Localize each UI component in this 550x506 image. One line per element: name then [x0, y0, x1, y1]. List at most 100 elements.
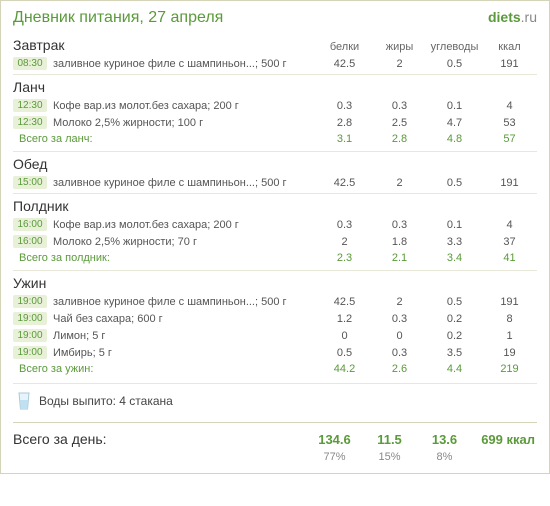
page-title: Дневник питания, 27 апреля [13, 9, 223, 27]
value-c: 0.1 [427, 219, 482, 231]
meal-block: Ужин 19:00 заливное куриное филе с шампинь… [13, 270, 537, 379]
food-row: 12:30 Кофе вар.из молот.без сахара; 200 г… [13, 97, 537, 114]
value-c: 0.1 [427, 100, 482, 112]
meal-subtotal: Всего за ланч:3.12.84.857 [13, 131, 537, 149]
time-badge: 19:00 [13, 329, 47, 342]
value-p: 2.8 [317, 117, 372, 129]
value-f: 0 [372, 330, 427, 342]
header: Дневник питания, 27 апреля diets.ru [13, 9, 537, 27]
food-row: 16:00 Кофе вар.из молот.без сахара; 200 г… [13, 216, 537, 233]
food-row: 19:00 заливное куриное филе с шампиньон..… [13, 293, 537, 310]
subtotal-f: 2.8 [372, 133, 427, 145]
food-name[interactable]: Кофе вар.из молот.без сахара; 200 г [53, 100, 317, 112]
subtotal-label: Всего за ланч: [13, 133, 317, 145]
subtotal-label: Всего за полдник: [13, 252, 317, 264]
subtotal-p: 2.3 [317, 252, 372, 264]
food-name[interactable]: Чай без сахара; 600 г [53, 313, 317, 325]
subtotal-k: 57 [482, 133, 537, 145]
time-badge: 19:00 [13, 346, 47, 359]
time-badge: 16:00 [13, 218, 47, 231]
value-p: 0 [317, 330, 372, 342]
food-name[interactable]: Молоко 2,5% жирности; 70 г [53, 236, 317, 248]
site-logo[interactable]: diets.ru [488, 9, 537, 25]
value-f: 2.5 [372, 117, 427, 129]
meal-block: Полдник 16:00 Кофе вар.из молот.без сахара… [13, 193, 537, 268]
value-p: 42.5 [317, 296, 372, 308]
value-p: 0.3 [317, 219, 372, 231]
meal-name: Ужин [13, 271, 537, 293]
food-row: 15:00 заливное куриное филе с шампиньон..… [13, 174, 537, 191]
subtotal-label: Всего за ужин: [13, 363, 317, 375]
food-row: 08:30 заливное куриное филе с шампиньон..… [13, 55, 537, 72]
value-k: 37 [482, 236, 537, 248]
subtotal-c: 4.8 [427, 133, 482, 145]
value-k: 4 [482, 100, 537, 112]
time-badge: 15:00 [13, 176, 47, 189]
value-f: 2 [372, 296, 427, 308]
time-badge: 08:30 [13, 57, 47, 70]
day-total-carbs: 13.6 [417, 432, 472, 447]
col-header-protein: белки [317, 41, 372, 53]
glass-icon [17, 392, 31, 410]
food-diary: Дневник питания, 27 апреля diets.ru Завт… [0, 0, 550, 474]
value-p: 1.2 [317, 313, 372, 325]
food-name[interactable]: заливное куриное филе с шампиньон...; 50… [53, 296, 317, 308]
value-p: 42.5 [317, 177, 372, 189]
value-p: 0.3 [317, 100, 372, 112]
value-k: 53 [482, 117, 537, 129]
meal-name: Полдник [13, 194, 537, 216]
subtotal-f: 2.6 [372, 363, 427, 375]
food-row: 16:00Молоко 2,5% жирности; 70 г21.83.337 [13, 233, 537, 250]
meal-name: Обед [13, 152, 537, 174]
col-header-carbs: углеводы [427, 41, 482, 53]
value-f: 0.3 [372, 313, 427, 325]
food-name[interactable]: Имбирь; 5 г [53, 347, 317, 359]
value-c: 4.7 [427, 117, 482, 129]
value-f: 0.3 [372, 219, 427, 231]
meal-block: Ланч 12:30 Кофе вар.из молот.без сахара; 2… [13, 74, 537, 149]
value-c: 0.5 [427, 296, 482, 308]
value-k: 191 [482, 177, 537, 189]
subtotal-k: 219 [482, 363, 537, 375]
food-name[interactable]: Кофе вар.из молот.без сахара; 200 г [53, 219, 317, 231]
food-row: 19:00Лимон; 5 г000.21 [13, 327, 537, 344]
value-c: 0.5 [427, 177, 482, 189]
meal-subtotal: Всего за ужин:44.22.64.4219 [13, 361, 537, 379]
value-k: 8 [482, 313, 537, 325]
value-c: 0.2 [427, 330, 482, 342]
day-pct-fat: 15% [362, 451, 417, 463]
subtotal-c: 4.4 [427, 363, 482, 375]
meal-name: Завтрак [13, 33, 317, 55]
day-pct-carbs: 8% [417, 451, 472, 463]
value-f: 2 [372, 177, 427, 189]
meal-subtotal: Всего за полдник:2.32.13.441 [13, 250, 537, 268]
value-k: 19 [482, 347, 537, 359]
value-p: 42.5 [317, 58, 372, 70]
food-name[interactable]: заливное куриное филе с шампиньон...; 50… [53, 58, 317, 70]
value-c: 3.3 [427, 236, 482, 248]
subtotal-p: 44.2 [317, 363, 372, 375]
food-name[interactable]: Лимон; 5 г [53, 330, 317, 342]
food-name[interactable]: Молоко 2,5% жирности; 100 г [53, 117, 317, 129]
food-row: 19:00Имбирь; 5 г0.50.33.519 [13, 344, 537, 361]
time-badge: 16:00 [13, 235, 47, 248]
day-total-label: Всего за день: [13, 431, 307, 447]
time-badge: 12:30 [13, 116, 47, 129]
col-header-kcal: ккал [482, 41, 537, 53]
value-p: 2 [317, 236, 372, 248]
subtotal-p: 3.1 [317, 133, 372, 145]
food-name[interactable]: заливное куриное филе с шампиньон...; 50… [53, 177, 317, 189]
value-p: 0.5 [317, 347, 372, 359]
value-c: 0.5 [427, 58, 482, 70]
meal-name: Ланч [13, 75, 537, 97]
col-header-fat: жиры [372, 41, 427, 53]
value-k: 191 [482, 296, 537, 308]
food-row: 19:00Чай без сахара; 600 г1.20.30.28 [13, 310, 537, 327]
time-badge: 12:30 [13, 99, 47, 112]
day-pct-protein: 77% [307, 451, 362, 463]
value-k: 1 [482, 330, 537, 342]
water-row: Воды выпито: 4 стакана [13, 383, 537, 416]
value-f: 0.3 [372, 100, 427, 112]
time-badge: 19:00 [13, 295, 47, 308]
subtotal-c: 3.4 [427, 252, 482, 264]
